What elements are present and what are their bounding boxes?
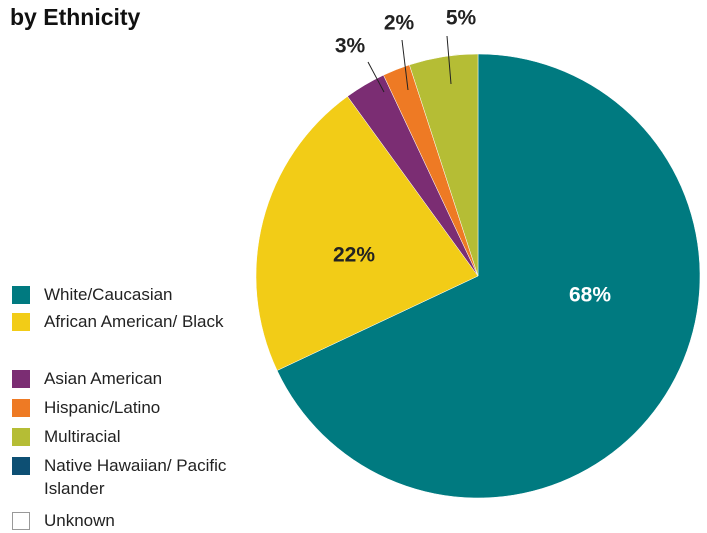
legend-swatch	[12, 313, 30, 331]
legend-swatch	[12, 457, 30, 475]
leader-line	[401, 39, 409, 91]
legend-swatch	[12, 428, 30, 446]
legend-swatch	[12, 370, 30, 388]
data-label: 2%	[384, 12, 415, 35]
chart-title: by Ethnicity	[10, 4, 141, 30]
pie-slice	[255, 96, 479, 371]
data-label: 68%	[569, 284, 611, 307]
pie-slice	[409, 53, 479, 277]
data-label: 5%	[446, 7, 477, 30]
legend-label: Unknown	[44, 511, 115, 530]
legend-label: White/Caucasian	[44, 285, 173, 304]
data-label: 3%	[335, 35, 366, 58]
legend-swatch	[12, 512, 30, 530]
legend-label: Native Hawaiian/ Pacific Islander	[44, 456, 227, 498]
legend-swatch	[12, 286, 30, 304]
legend-swatch	[12, 399, 30, 417]
legend-label: African American/ Black	[44, 312, 224, 331]
leader-line	[446, 35, 452, 85]
leader-line	[367, 61, 385, 93]
legend-label: Multiracial	[44, 427, 121, 446]
data-label: 22%	[333, 244, 375, 267]
legend-label: Asian American	[44, 369, 163, 388]
pie-slice	[276, 53, 701, 499]
legend-label: Hispanic/Latino	[44, 398, 161, 417]
